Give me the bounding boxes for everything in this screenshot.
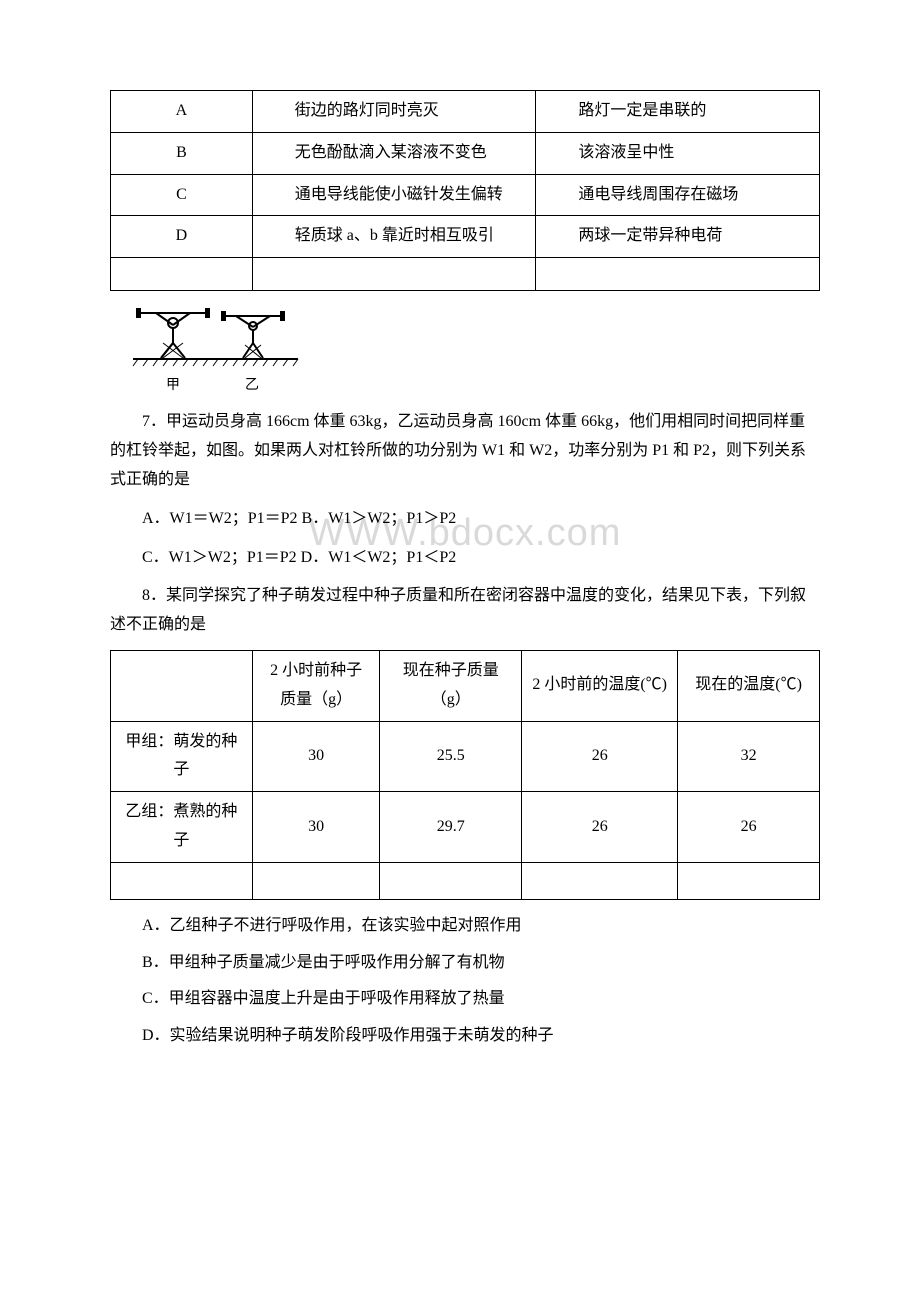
cell: 通电导线能使小磁针发生偏转 xyxy=(252,174,536,216)
weightlifter-figure: 甲 乙 xyxy=(128,303,820,398)
cell xyxy=(536,258,820,291)
cell: 乙组：煮熟的种子 xyxy=(111,792,253,863)
cell: 32 xyxy=(678,721,820,792)
cell: 29.7 xyxy=(380,792,522,863)
cell: 25.5 xyxy=(380,721,522,792)
figure-label-left: 甲 xyxy=(166,378,180,393)
cell: 现在的温度(℃) xyxy=(678,650,820,721)
cell: 两球一定带异种电荷 xyxy=(536,216,820,258)
q7-options-line2: C．W1＞W2；P1＝P2 D．W1＜W2；P1＜P2 xyxy=(110,544,820,573)
figure-label-right: 乙 xyxy=(245,378,259,393)
cell: 现在种子质量（g） xyxy=(380,650,522,721)
table-q8: 2 小时前种子质量（g） 现在种子质量（g） 2 小时前的温度(℃) 现在的温度… xyxy=(110,650,820,900)
q8-option-a: A．乙组种子不进行呼吸作用，在该实验中起对照作用 xyxy=(110,912,820,941)
cell: 街边的路灯同时亮灭 xyxy=(252,91,536,133)
cell: 通电导线周围存在磁场 xyxy=(536,174,820,216)
cell xyxy=(252,258,536,291)
cell: D xyxy=(111,216,253,258)
table-q6: A 街边的路灯同时亮灭 路灯一定是串联的 B 无色酚酞滴入某溶液不变色 该溶液呈… xyxy=(110,90,820,291)
cell: 26 xyxy=(522,792,678,863)
cell: 30 xyxy=(252,792,380,863)
table-row: B 无色酚酞滴入某溶液不变色 该溶液呈中性 xyxy=(111,132,820,174)
table-row: 乙组：煮熟的种子 30 29.7 26 26 xyxy=(111,792,820,863)
table-row xyxy=(111,862,820,899)
cell: 26 xyxy=(678,792,820,863)
cell: 该溶液呈中性 xyxy=(536,132,820,174)
table-row: C 通电导线能使小磁针发生偏转 通电导线周围存在磁场 xyxy=(111,174,820,216)
cell: A xyxy=(111,91,253,133)
cell: 2 小时前的温度(℃) xyxy=(522,650,678,721)
cell: 甲组：萌发的种子 xyxy=(111,721,253,792)
cell xyxy=(252,862,380,899)
cell xyxy=(111,862,253,899)
table-row xyxy=(111,258,820,291)
table-row: A 街边的路灯同时亮灭 路灯一定是串联的 xyxy=(111,91,820,133)
q8-option-b: B．甲组种子质量减少是由于呼吸作用分解了有机物 xyxy=(110,949,820,978)
cell xyxy=(380,862,522,899)
q8-option-d: D．实验结果说明种子萌发阶段呼吸作用强于未萌发的种子 xyxy=(110,1022,820,1051)
cell: 路灯一定是串联的 xyxy=(536,91,820,133)
q7-options-line1: A．W1＝W2；P1＝P2 B．W1＞W2；P1＞P2 xyxy=(110,505,820,534)
cell xyxy=(522,862,678,899)
cell: B xyxy=(111,132,253,174)
cell xyxy=(111,258,253,291)
cell: C xyxy=(111,174,253,216)
table-row: D 轻质球 a、b 靠近时相互吸引 两球一定带异种电荷 xyxy=(111,216,820,258)
q8-text: 8．某同学探究了种子萌发过程中种子质量和所在密闭容器中温度的变化，结果见下表，下… xyxy=(110,582,820,640)
cell: 30 xyxy=(252,721,380,792)
cell xyxy=(678,862,820,899)
cell: 轻质球 a、b 靠近时相互吸引 xyxy=(252,216,536,258)
cell: 26 xyxy=(522,721,678,792)
cell xyxy=(111,650,253,721)
table-row: 2 小时前种子质量（g） 现在种子质量（g） 2 小时前的温度(℃) 现在的温度… xyxy=(111,650,820,721)
cell: 无色酚酞滴入某溶液不变色 xyxy=(252,132,536,174)
q8-option-c: C．甲组容器中温度上升是由于呼吸作用释放了热量 xyxy=(110,985,820,1014)
q7-text: 7．甲运动员身高 166cm 体重 63kg，乙运动员身高 160cm 体重 6… xyxy=(110,408,820,494)
cell: 2 小时前种子质量（g） xyxy=(252,650,380,721)
table-row: 甲组：萌发的种子 30 25.5 26 32 xyxy=(111,721,820,792)
